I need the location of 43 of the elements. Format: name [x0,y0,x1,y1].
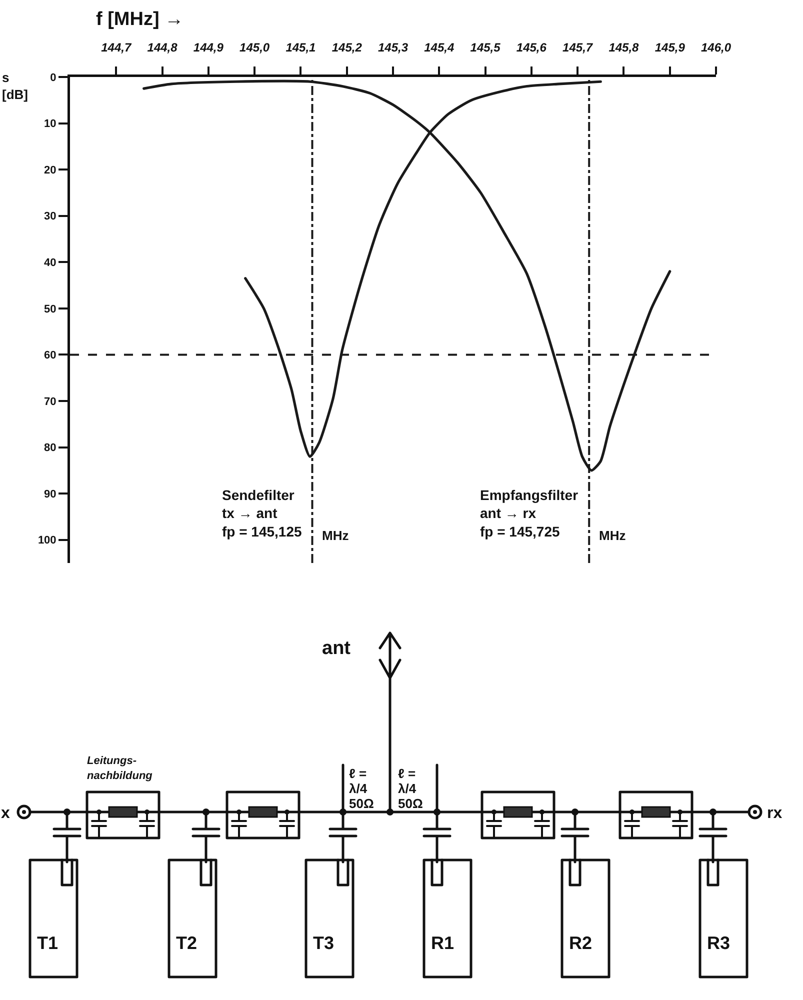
x-tick-label: 145,3 [378,40,408,55]
annotation: MHz [322,528,350,543]
y-tick-label: 70 [44,396,56,408]
y-tick-label: 60 [44,350,56,362]
y-tick-label: 50 [44,303,56,316]
text: T3 [313,933,334,953]
y-tick-label: 40 [44,256,56,269]
y-tick-label: 30 [44,210,56,223]
x-tick-label: 145,8 [608,40,640,55]
text: T1 [37,933,58,953]
x-tick-label: 146,0 [700,40,732,55]
x-tick-label: 145,1 [286,40,316,55]
x-tick-label: 145,5 [470,40,501,55]
text: Leitungs- nachbildung [87,755,153,782]
text: R3 [707,933,730,953]
text: ℓ = λ/4 50Ω [349,766,374,811]
x-tick-label: 144,7 [101,40,132,55]
y-tick-label: 20 [44,164,56,176]
x-tick-label: 144,9 [193,40,224,55]
y-tick-label: 10 [44,118,56,130]
text: T2 [176,933,198,953]
ref-line-label: Sendefilter tx → ant fp = 145,125 [222,487,302,540]
annotation: MHz [599,528,626,543]
y-tick-label: 90 [44,488,56,500]
x-tick-label: 145,0 [240,40,270,55]
x-axis-title: f [MHz] → [96,9,184,30]
text: rx [767,805,782,822]
text: ant [322,638,352,659]
text: x [1,805,10,822]
x-tick-label: 145,7 [562,40,594,55]
y-tick-label: 100 [38,534,56,547]
x-tick-label: 145,9 [654,40,686,55]
x-tick-label: 145,4 [424,40,454,55]
text: ℓ = λ/4 50Ω [398,766,423,811]
ref-line-label: Empfangsfilter ant → rx fp = 145,725 [480,487,579,540]
y-tick-label: 80 [44,442,56,454]
x-tick-label: 145,2 [332,40,362,55]
y-tick-label: 0 [50,72,56,84]
text: R2 [569,933,592,953]
x-tick-label: 144,8 [147,40,178,55]
y-axis-title: s [dB] [2,70,28,102]
x-tick-label: 145,6 [516,40,547,55]
text: R1 [431,933,454,953]
